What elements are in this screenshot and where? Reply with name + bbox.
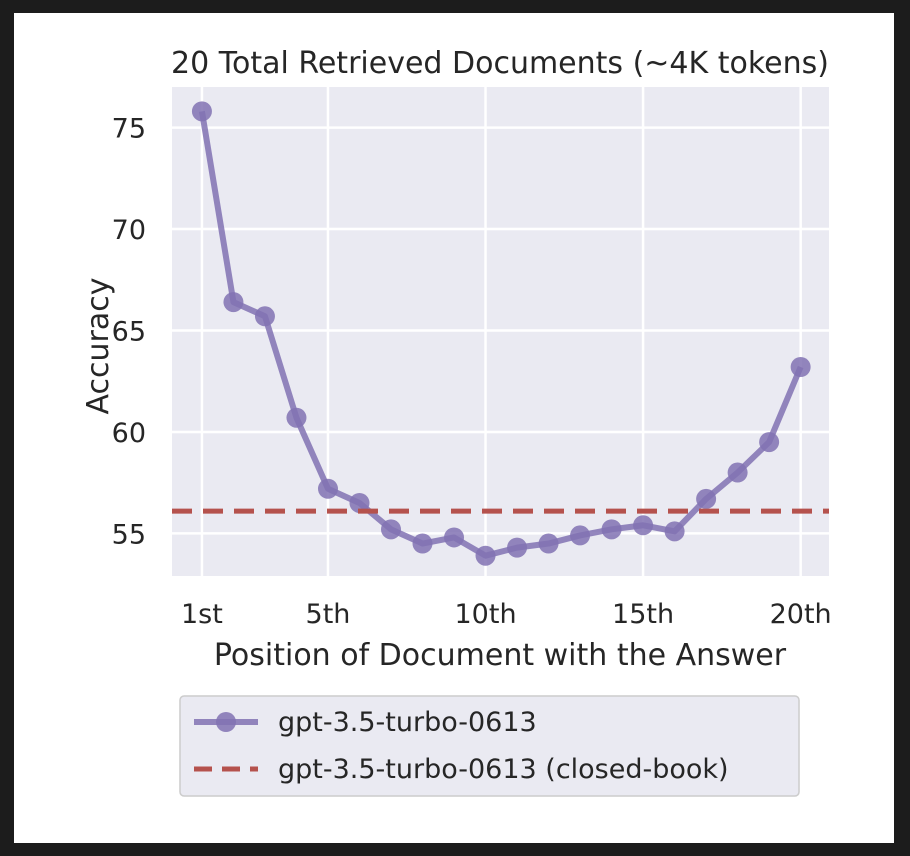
data-point xyxy=(601,519,622,540)
x-tick-label: 5th xyxy=(306,599,351,630)
x-tick-label: 20th xyxy=(770,599,832,630)
legend-label-series-1: gpt-3.5-turbo-0613 xyxy=(278,707,537,738)
legend-marker-series-1 xyxy=(216,712,236,732)
y-axis-label: Accuracy xyxy=(81,278,116,415)
x-axis-label: Position of Document with the Answer xyxy=(214,638,787,673)
data-point xyxy=(317,478,338,499)
data-point xyxy=(696,488,717,509)
line-chart: 1st 5th 10th 15th 20th 55 60 65 70 75 20 Total R… xyxy=(81,46,832,797)
legend: gpt-3.5-turbo-0613 gpt-3.5-turbo-0613 (c… xyxy=(179,695,800,797)
data-point xyxy=(254,306,275,327)
data-point xyxy=(727,462,748,483)
data-point xyxy=(381,519,401,540)
y-tick-label: 60 xyxy=(112,418,146,449)
grid-lines xyxy=(172,87,829,576)
data-point xyxy=(633,515,654,536)
data-point xyxy=(790,357,811,378)
chart-title: 20 Total Retrieved Documents (~4K tokens… xyxy=(171,46,829,81)
data-point xyxy=(570,525,591,546)
series-layer xyxy=(172,101,829,566)
y-tick-label: 70 xyxy=(112,215,146,246)
data-point xyxy=(759,432,780,453)
data-point xyxy=(223,292,244,313)
data-point xyxy=(507,537,528,558)
x-tick-label: 15th xyxy=(612,599,674,630)
y-tick-label: 65 xyxy=(112,316,146,347)
chart-figure: 1st 5th 10th 15th 20th 55 60 65 70 75 20 Total R… xyxy=(14,13,894,843)
y-axis-ticks: 55 60 65 70 75 xyxy=(112,114,146,551)
x-tick-label: 1st xyxy=(181,599,223,630)
data-point xyxy=(286,407,307,428)
data-point xyxy=(444,527,465,548)
data-point xyxy=(191,101,212,122)
legend-label-series-2: gpt-3.5-turbo-0613 (closed-book) xyxy=(278,754,729,785)
data-point xyxy=(412,533,433,554)
legend-box xyxy=(179,695,800,797)
data-point xyxy=(664,521,685,542)
y-tick-label: 75 xyxy=(112,114,146,145)
y-tick-label: 55 xyxy=(112,519,146,550)
data-point xyxy=(475,545,496,566)
data-point xyxy=(538,533,559,554)
x-axis-ticks: 1st 5th 10th 15th 20th xyxy=(181,599,832,630)
data-point xyxy=(349,492,370,513)
x-tick-label: 10th xyxy=(455,599,517,630)
